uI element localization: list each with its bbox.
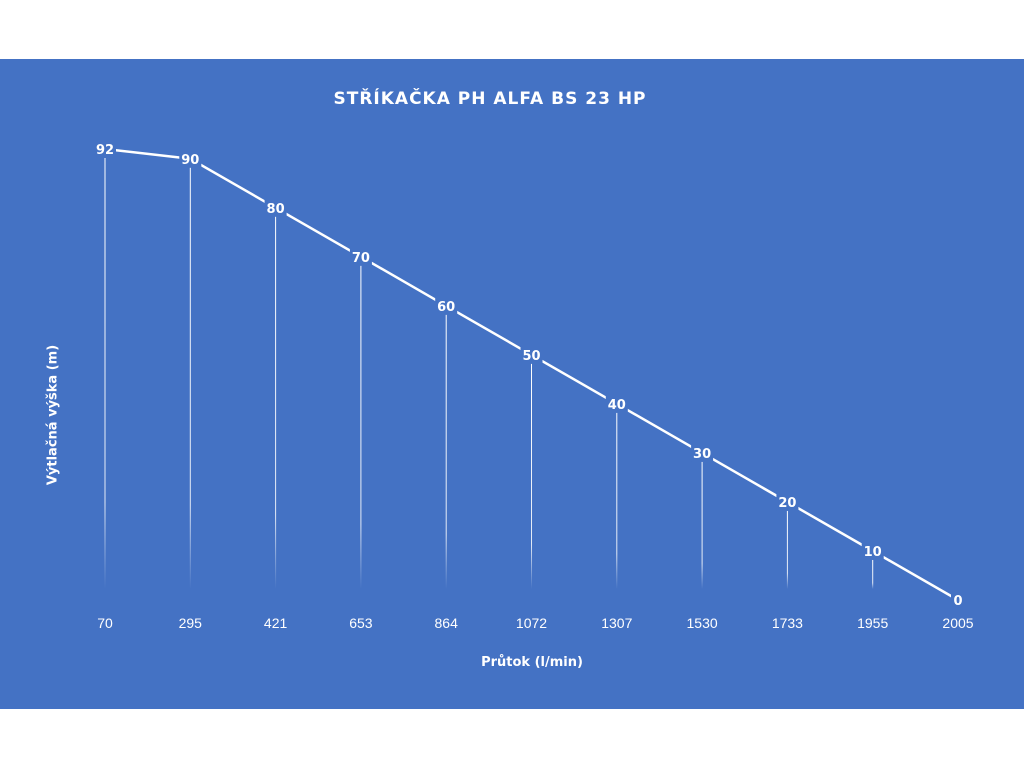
data-label: 0 <box>953 594 962 609</box>
x-tick-label: 1733 <box>772 615 803 631</box>
drop-line <box>786 509 788 589</box>
data-label-bg <box>605 394 628 413</box>
data-label: 92 <box>96 143 114 158</box>
data-label-bg <box>776 492 799 511</box>
x-axis-label: Průtok (l/min) <box>481 655 583 670</box>
x-tick-label: 2005 <box>942 615 973 631</box>
drop-line <box>616 411 618 589</box>
drop-line <box>189 166 191 589</box>
data-label: 50 <box>522 349 540 364</box>
data-label: 20 <box>778 496 796 511</box>
data-label-bg <box>435 296 458 315</box>
drop-line <box>872 558 874 589</box>
drop-line <box>445 313 447 589</box>
chart-area: STŘÍKAČKA PH ALFA BS 23 HP Výtlačná výšk… <box>0 59 1024 709</box>
data-label-bg <box>951 591 965 609</box>
x-tick-label: 864 <box>435 615 459 631</box>
data-label-bg <box>861 541 884 560</box>
drop-lines <box>104 157 874 589</box>
chart-title: STŘÍKAČKA PH ALFA BS 23 HP <box>333 89 647 109</box>
x-tick-labels: 70 295 421 653 864 1072 1307 1530 1733 1955 2005 <box>97 615 974 631</box>
x-tick-label: 295 <box>179 615 203 631</box>
plot-svg: 92 90 80 70 60 50 40 30 20 10 0 70 295 421 653 864 1072… <box>94 140 974 631</box>
x-tick-label: 1072 <box>516 615 547 631</box>
data-label-bg <box>179 149 202 168</box>
data-label: 80 <box>267 202 285 217</box>
drop-line <box>531 362 532 589</box>
x-tick-label: 421 <box>264 615 288 631</box>
data-label: 10 <box>864 545 882 560</box>
data-label: 90 <box>181 153 199 168</box>
data-label-bg <box>264 198 287 217</box>
x-tick-label: 1530 <box>687 615 718 631</box>
data-label: 70 <box>352 251 370 266</box>
x-tick-label: 1955 <box>857 615 888 631</box>
data-label-bg <box>349 247 372 266</box>
drop-line <box>104 157 106 589</box>
data-label-bg <box>691 443 714 462</box>
drop-line <box>360 264 362 589</box>
drop-line <box>701 460 703 589</box>
data-label: 30 <box>693 447 711 462</box>
drop-line <box>275 215 277 589</box>
data-label: 40 <box>608 398 626 413</box>
x-tick-label: 653 <box>349 615 373 631</box>
data-label-bg <box>520 345 543 364</box>
data-labels: 92 90 80 70 60 50 40 30 20 10 0 <box>94 140 965 609</box>
x-tick-label: 70 <box>97 615 113 631</box>
x-tick-label: 1307 <box>601 615 632 631</box>
data-label: 60 <box>437 300 455 315</box>
data-label-bg <box>94 140 116 158</box>
